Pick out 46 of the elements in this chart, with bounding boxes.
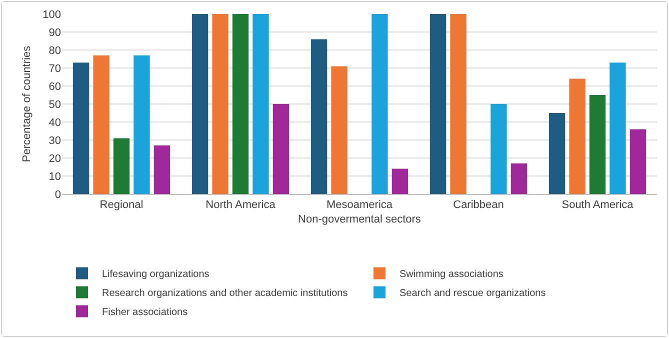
x-tick-label: North America: [206, 199, 276, 212]
bar: [372, 14, 388, 194]
y-axis-title: Percentage of countries: [21, 45, 33, 162]
bar: [272, 104, 290, 194]
y-tick-label: 80: [48, 44, 61, 57]
x-tick-label: Regional: [100, 199, 144, 212]
bar: [72, 62, 90, 194]
bar: [113, 138, 130, 194]
y-tick-label: 60: [48, 80, 61, 93]
bar: [331, 66, 348, 194]
bar: [154, 145, 170, 194]
bar: [232, 14, 249, 194]
y-tick-label: 20: [48, 152, 61, 165]
bar: [192, 14, 208, 194]
y-tick-label: 10: [48, 170, 61, 183]
x-axis-title: Non-govermental sectors: [298, 213, 422, 226]
bar: [569, 78, 586, 194]
x-tick-label: Caribbean: [453, 199, 504, 212]
bar: [490, 104, 507, 194]
y-tick-label: 40: [48, 116, 61, 129]
x-tick-label: South America: [562, 199, 634, 212]
y-tick-label: 70: [48, 62, 61, 75]
bar: [450, 14, 466, 194]
y-tick-label: 50: [48, 98, 61, 111]
legend-label: Lifesaving organizations: [102, 269, 210, 280]
y-tick-label: 90: [48, 26, 61, 39]
x-tick-label: Mesoamerica: [326, 199, 394, 212]
bar: [93, 55, 110, 194]
legend-label: Search and rescue organizations: [400, 288, 546, 300]
bar: [610, 62, 626, 194]
bar: [252, 14, 269, 194]
y-tick-label: 30: [48, 134, 61, 147]
legend-label: Fisher associations: [102, 307, 188, 318]
bar: [548, 113, 566, 194]
legend-label: Swimming associations: [400, 269, 504, 280]
bar: [392, 168, 408, 194]
bar: [589, 95, 606, 194]
bar: [134, 55, 150, 194]
bar: [630, 129, 646, 194]
y-tick-label: 100: [42, 8, 61, 21]
bar: [310, 39, 328, 194]
bar: [510, 163, 528, 194]
y-tick-label: 0: [54, 188, 61, 201]
bar: [212, 14, 228, 194]
bar: [430, 14, 446, 194]
legend-label: Research organizations and other academic institutions: [102, 288, 348, 300]
